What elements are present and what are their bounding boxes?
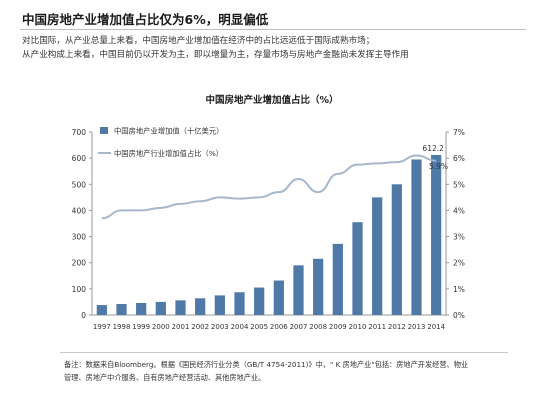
chart-legend: 中国房地产业增加值（十亿美元） 中国房地产行业增加值占比（%）	[98, 127, 223, 158]
left-tick-label: 600	[72, 154, 87, 163]
left-tick-label: 700	[72, 128, 87, 137]
x-tick-label: 2009	[329, 323, 347, 331]
right-tick-label: 7%	[453, 128, 465, 137]
line-value-label: 5.9%	[429, 162, 448, 171]
x-tick-label: 2013	[408, 323, 426, 331]
x-tick-label: 2007	[290, 323, 308, 331]
bar	[411, 159, 422, 315]
x-tick-label: 2010	[349, 323, 367, 331]
bar	[254, 287, 265, 315]
footnote-line-2: 管理、房地产中介服务、自有房地产经营活动、其他房地产业。	[64, 373, 266, 382]
page-headline: 中国房地产业增加值占比仅为6%，明显偏低	[22, 12, 269, 27]
footnote-line-1: 备注：数据来自Bloomberg。根据《国民经济行业分类（GB/T 4754-2…	[64, 360, 469, 369]
left-tick-label: 400	[72, 206, 87, 215]
chart-axes: 0 100 200 300 400 500 600 700 0% 1% 2% 3% 4% 5% 6% 7% 19…	[72, 128, 465, 331]
bar-series	[96, 154, 442, 315]
bar	[195, 298, 206, 315]
legend-bar-swatch	[100, 127, 108, 134]
chart-title: 中国房地产业增加值占比（%）	[205, 94, 338, 106]
x-tick-label: 2012	[388, 323, 406, 331]
left-tick-label: 500	[72, 180, 87, 189]
bar	[175, 300, 186, 315]
header-divider	[20, 29, 526, 30]
right-tick-label: 5%	[453, 180, 465, 189]
footnote-divider	[60, 352, 508, 353]
bar	[332, 243, 343, 315]
x-tick-label: 2008	[309, 323, 327, 331]
line-series	[101, 154, 437, 220]
bar	[273, 280, 284, 315]
x-tick-label: 2002	[191, 323, 209, 331]
bar	[234, 292, 245, 315]
x-tick-label: 2011	[368, 323, 386, 331]
x-tick-label: 1999	[132, 323, 150, 331]
x-tick-label: 2003	[211, 323, 229, 331]
x-tick-label: 2005	[250, 323, 268, 331]
share-line	[101, 154, 437, 220]
x-tick-label: 2004	[231, 323, 249, 331]
chart-annotations: 612.2 5.9%	[422, 144, 448, 171]
x-tick-label: 1997	[93, 323, 111, 331]
bar	[352, 222, 363, 315]
bar	[313, 258, 324, 315]
subtitle-line-1: 对比国际，从产业总量上来看，中国房地产业增加值在经济中的占比远远低于国际成熟市场…	[22, 36, 375, 46]
bar	[391, 184, 402, 315]
x-tick-label: 2001	[172, 323, 190, 331]
bar	[214, 295, 225, 315]
right-tick-label: 6%	[453, 154, 465, 163]
right-tick-label: 0%	[453, 311, 465, 320]
x-tick-label: 2000	[152, 323, 170, 331]
legend-bar-label: 中国房地产业增加值（十亿美元）	[114, 127, 223, 136]
bar	[155, 301, 166, 315]
x-tick-label: 1998	[113, 323, 131, 331]
left-tick-label: 300	[72, 233, 87, 242]
bar	[293, 265, 304, 315]
left-tick-label: 0	[81, 311, 86, 320]
bar	[116, 304, 127, 315]
bar	[96, 305, 107, 315]
x-tick-label: 2014	[427, 323, 445, 331]
subtitle-line-2: 从产业构成上来看，中国目前仍以开发为主，即以增量为主，存量市场与房地产金融尚未发…	[22, 50, 409, 60]
bar	[136, 302, 147, 315]
x-tick-label: 2006	[270, 323, 288, 331]
bar	[431, 154, 442, 315]
bar-value-label: 612.2	[422, 144, 444, 153]
right-tick-label: 3%	[453, 233, 465, 242]
left-tick-label: 100	[72, 285, 87, 294]
bar	[372, 197, 383, 315]
legend-line-label: 中国房地产行业增加值占比（%）	[114, 149, 223, 158]
right-tick-label: 2%	[453, 259, 465, 268]
left-tick-label: 200	[72, 259, 87, 268]
right-tick-label: 4%	[453, 206, 465, 215]
right-tick-label: 1%	[453, 285, 465, 294]
